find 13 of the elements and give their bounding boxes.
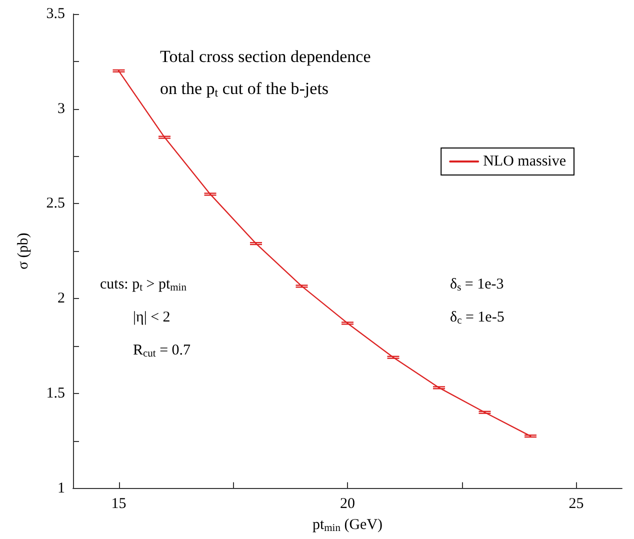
y-tick-label: 3.5 xyxy=(46,6,65,22)
annotation: |η| < 2 xyxy=(133,310,170,326)
y-tick-label: 2.5 xyxy=(46,196,65,212)
x-tick-label: 25 xyxy=(568,496,584,512)
x-tick-label: 20 xyxy=(340,496,355,512)
y-tick-label: 2 xyxy=(58,290,65,307)
y-axis-title: σ (pb) xyxy=(16,232,32,270)
x-tick-label: 15 xyxy=(111,496,126,512)
y-tick-label: 1 xyxy=(58,480,65,496)
y-tick-label: 1.5 xyxy=(46,385,65,402)
annotation: Total cross section dependence xyxy=(160,47,371,66)
legend-label: NLO massive xyxy=(483,154,566,170)
y-tick-label: 3 xyxy=(58,100,65,117)
